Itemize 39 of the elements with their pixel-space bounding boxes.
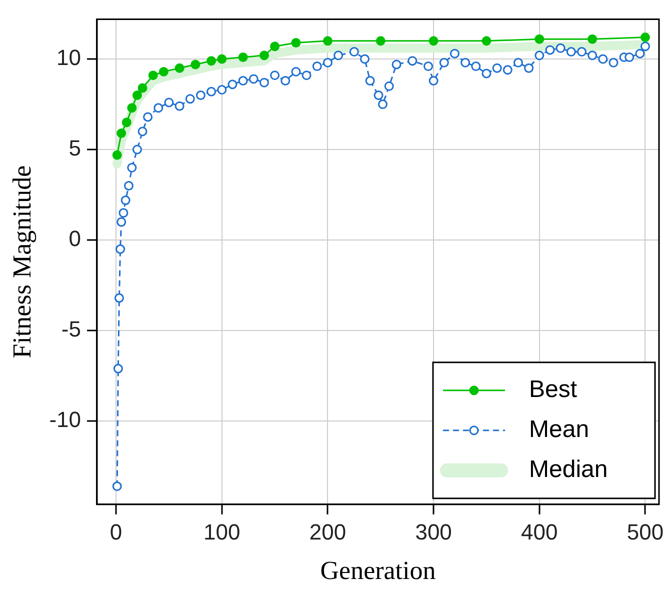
point (259, 50, 269, 60)
point (127, 103, 137, 113)
x-tick-label: 500 (626, 520, 664, 545)
y-tick-label: 10 (56, 45, 81, 70)
point (138, 83, 148, 93)
point (174, 63, 184, 73)
point (116, 128, 126, 138)
point (534, 34, 544, 44)
point (158, 66, 168, 76)
y-axis-title: Fitness Magnitude (7, 165, 36, 358)
x-axis-title: Generation (320, 556, 436, 586)
y-tick-label: 5 (68, 136, 81, 161)
y-tick-label: -5 (61, 316, 81, 342)
x-tick-label: 0 (110, 520, 122, 545)
point (291, 38, 301, 48)
point (190, 60, 200, 70)
point (217, 54, 227, 64)
point (132, 90, 142, 100)
point (148, 70, 158, 80)
x-tick-label: 300 (415, 520, 452, 545)
point (640, 32, 650, 42)
point (482, 36, 492, 46)
point (428, 36, 438, 46)
x-tick-label: 400 (521, 520, 558, 545)
point (122, 118, 132, 128)
point (376, 36, 386, 46)
legend-label: Best (529, 376, 578, 404)
x-tick-label: 200 (309, 520, 346, 545)
y-tick-label: -10 (49, 407, 81, 432)
y-tick-label: 0 (68, 226, 81, 252)
point (270, 42, 280, 52)
point (206, 56, 216, 66)
point (112, 150, 122, 160)
point (322, 36, 332, 46)
point (238, 52, 248, 62)
legend-label: Mean (529, 416, 590, 444)
point (588, 34, 598, 44)
legend-label: Median (529, 456, 608, 484)
x-tick-label: 100 (204, 520, 240, 545)
